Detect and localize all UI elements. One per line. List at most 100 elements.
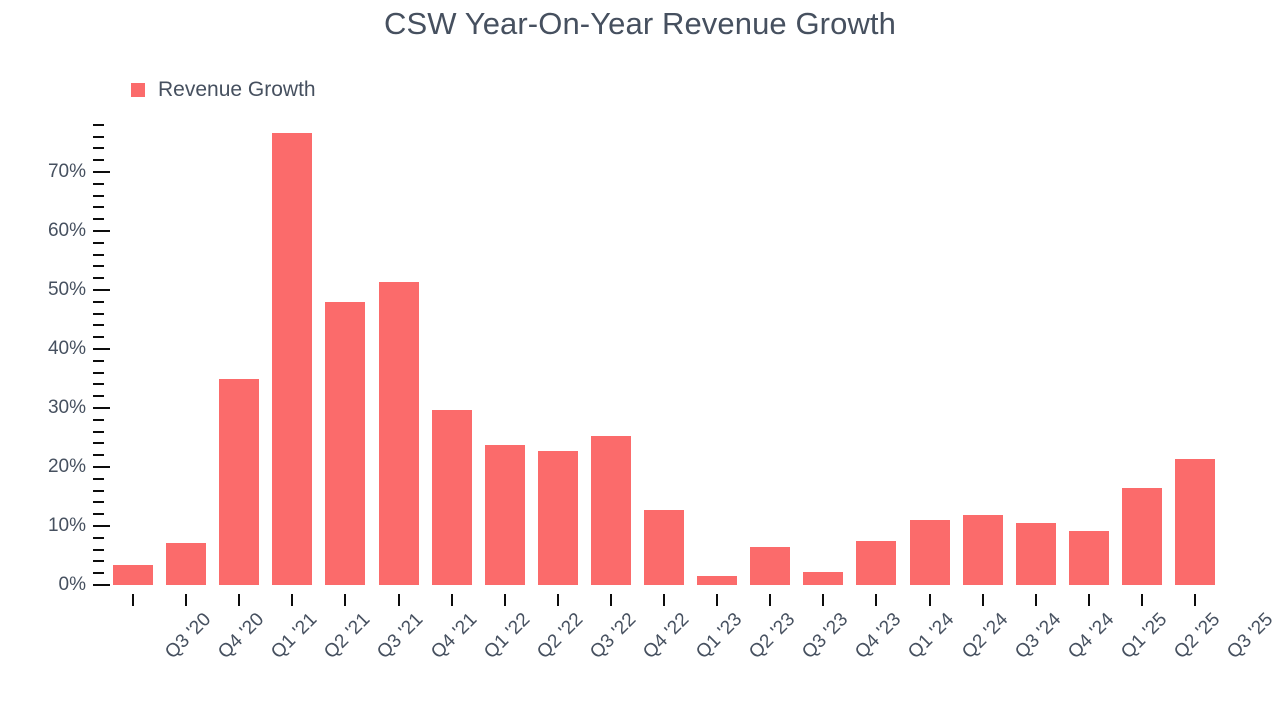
bar[interactable]: [166, 542, 207, 585]
x-axis-tick-label: Q1 '23: [692, 609, 747, 664]
y-axis-minor-tick: [93, 206, 104, 209]
x-axis-tick-label: Q3 '24: [1010, 609, 1065, 664]
x-axis-tick: [1194, 594, 1196, 606]
x-axis-tick-label: Q2 '23: [745, 609, 800, 664]
x-axis-tick: [132, 594, 134, 606]
y-axis-tick-label: 70%: [47, 161, 86, 182]
y-axis-minor-tick: [93, 324, 104, 327]
y-axis-minor-tick: [93, 277, 104, 280]
y-axis-minor-tick: [93, 159, 104, 162]
bar[interactable]: [325, 301, 366, 585]
x-axis-tick: [716, 594, 719, 606]
x-axis-tick-label: Q3 '23: [798, 609, 853, 664]
y-axis-minor-tick: [93, 312, 104, 315]
x-axis-tick: [344, 594, 347, 606]
y-axis-tick-label: 40%: [47, 338, 86, 359]
y-axis-major-tick: [93, 230, 110, 232]
y-axis-minor-tick: [93, 218, 104, 221]
y-axis-minor-tick: [93, 182, 104, 185]
y-axis-minor-tick: [93, 194, 104, 197]
x-axis-tick: [1087, 594, 1090, 606]
y-axis-major-tick: [93, 407, 110, 409]
y-axis-minor-tick: [93, 442, 104, 445]
bar[interactable]: [590, 435, 631, 585]
x-axis-tick: [238, 594, 241, 606]
x-axis-tick: [556, 594, 559, 606]
y-axis-major-tick: [93, 466, 110, 468]
legend-item-revenue-growth[interactable]: Revenue Growth: [131, 78, 316, 102]
x-axis-tick: [875, 594, 878, 606]
y-axis-minor-tick: [93, 265, 104, 268]
y-axis-minor-tick: [93, 383, 104, 386]
bar[interactable]: [272, 133, 313, 585]
bar[interactable]: [484, 445, 525, 585]
bar[interactable]: [431, 410, 472, 585]
x-axis-tick-label: Q3 '25: [1223, 609, 1278, 664]
bar[interactable]: [1175, 459, 1215, 585]
x-axis-tick: [981, 594, 984, 606]
y-axis-minor-tick: [93, 560, 104, 563]
bar[interactable]: [697, 575, 738, 585]
y-axis-tick-label: 30%: [47, 397, 86, 418]
y-axis-minor-tick: [93, 418, 104, 421]
bar[interactable]: [962, 515, 1003, 585]
x-axis-tick-label: Q2 '25: [1170, 609, 1225, 664]
bar[interactable]: [1121, 488, 1162, 585]
bar[interactable]: [803, 572, 844, 585]
y-axis-minor-tick: [93, 572, 104, 575]
x-axis-tick: [397, 594, 400, 606]
x-axis-tick-label: Q2 '22: [532, 609, 587, 664]
y-axis-minor-tick: [93, 513, 104, 516]
x-axis-tick: [663, 594, 665, 606]
x-axis-tick: [450, 594, 453, 606]
y-axis-minor-tick: [93, 548, 104, 551]
x-axis-tick-label: Q4 '23: [851, 609, 906, 664]
y-axis-minor-tick: [93, 147, 104, 150]
y-axis-minor-tick: [93, 489, 104, 492]
y-axis-minor-tick: [93, 430, 104, 433]
bar[interactable]: [219, 379, 260, 585]
y-axis-minor-tick: [93, 300, 104, 303]
bar[interactable]: [378, 282, 419, 585]
x-axis-tick-label: Q1 '24: [904, 609, 959, 664]
x-axis-tick-label: Q2 '24: [957, 609, 1012, 664]
x-axis-tick: [291, 594, 294, 606]
x-axis-tick: [609, 594, 612, 606]
y-axis-tick-label: 0%: [58, 574, 86, 595]
x-axis-tick-label: Q3 '22: [586, 609, 641, 664]
bar[interactable]: [750, 547, 791, 585]
y-axis-minor-tick: [93, 253, 104, 256]
bar[interactable]: [644, 510, 684, 585]
x-axis-tick: [185, 594, 188, 606]
x-axis-tick: [769, 594, 772, 606]
bar[interactable]: [113, 564, 153, 585]
y-axis-minor-tick: [93, 135, 104, 138]
x-axis-tick-label: Q1 '25: [1117, 609, 1172, 664]
chart-legend: Revenue Growth: [131, 78, 316, 102]
x-axis-tick-label: Q4 '21: [426, 609, 481, 664]
bar[interactable]: [909, 520, 950, 585]
x-axis-tick: [503, 594, 506, 606]
y-axis-minor-tick: [93, 395, 104, 398]
bar[interactable]: [537, 451, 578, 585]
x-axis-tick: [822, 594, 825, 606]
y-axis-minor-tick: [93, 501, 104, 504]
x-axis-tick-label: Q3 '21: [373, 609, 428, 664]
y-axis-tick-label: 50%: [47, 279, 86, 300]
x-axis-tick-label: Q4 '24: [1063, 609, 1118, 664]
bar[interactable]: [1015, 523, 1056, 585]
x-axis-tick-label: Q1 '22: [479, 609, 534, 664]
y-axis-minor-tick: [93, 536, 104, 539]
bar[interactable]: [1068, 531, 1109, 585]
bar[interactable]: [856, 540, 897, 585]
x-axis-tick: [1034, 594, 1037, 606]
y-axis-major-tick: [93, 584, 110, 586]
y-axis-major-tick: [93, 171, 110, 173]
y-axis-minor-tick: [93, 371, 104, 374]
legend-swatch-icon: [131, 83, 145, 97]
